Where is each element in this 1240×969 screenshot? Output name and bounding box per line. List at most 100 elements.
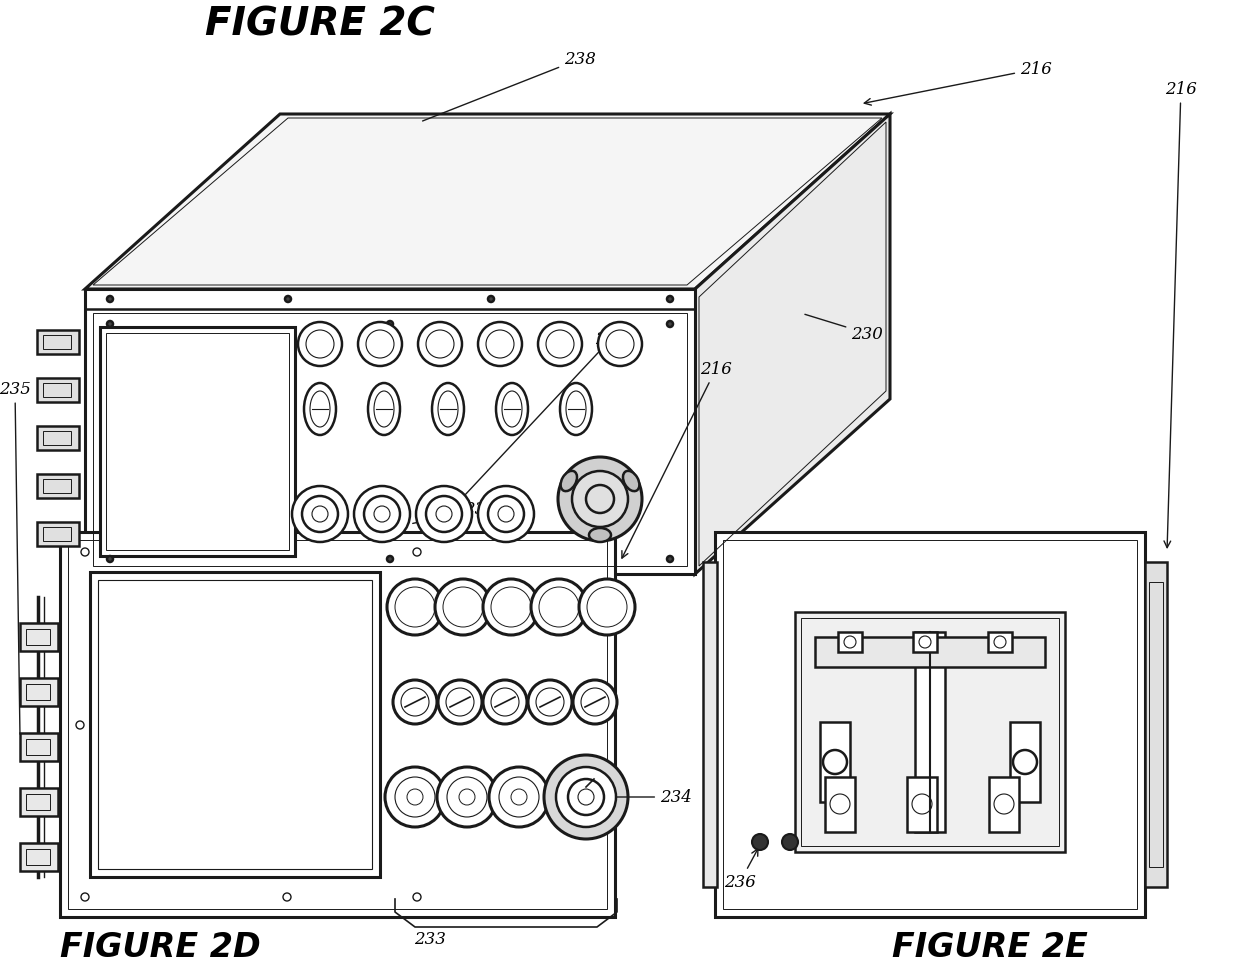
Bar <box>988 633 1012 652</box>
Polygon shape <box>86 115 890 290</box>
Circle shape <box>667 297 673 302</box>
Polygon shape <box>694 115 890 575</box>
Bar <box>913 633 937 652</box>
Text: 233: 233 <box>414 930 446 948</box>
Circle shape <box>387 556 393 562</box>
Bar <box>98 580 372 869</box>
Bar <box>37 426 79 451</box>
Circle shape <box>436 767 497 828</box>
Circle shape <box>667 322 673 328</box>
Bar <box>68 541 608 909</box>
Circle shape <box>528 680 572 724</box>
Circle shape <box>353 486 410 543</box>
Bar <box>20 678 58 706</box>
Bar <box>990 777 1019 832</box>
Circle shape <box>751 834 768 850</box>
Bar <box>37 379 79 402</box>
Circle shape <box>107 556 113 562</box>
Circle shape <box>531 579 587 636</box>
Circle shape <box>484 579 539 636</box>
Bar <box>43 480 71 493</box>
Ellipse shape <box>622 471 640 491</box>
Bar <box>703 562 717 887</box>
Bar <box>815 638 1045 668</box>
Bar <box>37 475 79 498</box>
Ellipse shape <box>560 471 577 491</box>
Bar <box>100 328 295 556</box>
Bar <box>801 618 1059 846</box>
Bar <box>915 633 945 832</box>
Circle shape <box>298 323 342 366</box>
Bar <box>825 777 856 832</box>
Text: 231: 231 <box>200 474 255 508</box>
Bar <box>26 795 50 810</box>
Bar <box>20 788 58 816</box>
Text: 238: 238 <box>423 51 596 122</box>
Bar <box>723 541 1137 909</box>
Text: 234: 234 <box>616 789 692 805</box>
Bar <box>43 335 71 350</box>
Bar <box>43 527 71 542</box>
Circle shape <box>484 680 527 724</box>
Circle shape <box>538 323 582 366</box>
Circle shape <box>415 486 472 543</box>
Bar <box>1011 722 1040 802</box>
Text: FIGURE 2C: FIGURE 2C <box>205 6 435 44</box>
Circle shape <box>477 323 522 366</box>
Circle shape <box>572 472 627 527</box>
Circle shape <box>544 755 627 839</box>
Bar <box>26 684 50 701</box>
Circle shape <box>384 767 445 828</box>
Text: 237: 237 <box>413 501 496 524</box>
Bar <box>795 612 1065 852</box>
Circle shape <box>107 297 113 302</box>
Bar <box>43 431 71 446</box>
Circle shape <box>438 680 482 724</box>
Bar <box>838 633 862 652</box>
Circle shape <box>489 767 549 828</box>
Text: 233: 233 <box>436 331 627 525</box>
Bar <box>20 623 58 651</box>
Circle shape <box>558 457 642 542</box>
Bar <box>20 843 58 871</box>
Circle shape <box>579 579 635 636</box>
Bar <box>20 734 58 762</box>
Bar <box>93 314 687 567</box>
Bar <box>105 333 289 550</box>
Bar <box>60 532 615 917</box>
Circle shape <box>393 680 436 724</box>
Bar <box>715 532 1145 917</box>
Polygon shape <box>86 290 694 575</box>
Circle shape <box>477 486 534 543</box>
Text: 230: 230 <box>805 315 883 343</box>
Circle shape <box>556 767 616 828</box>
Bar <box>26 739 50 755</box>
Text: 216: 216 <box>1164 81 1197 548</box>
Text: 216: 216 <box>864 61 1052 106</box>
Circle shape <box>387 322 393 328</box>
Text: 236: 236 <box>724 849 758 891</box>
Circle shape <box>598 323 642 366</box>
Bar <box>91 573 379 877</box>
Text: 235: 235 <box>0 381 31 735</box>
Bar <box>906 777 937 832</box>
Circle shape <box>435 579 491 636</box>
Bar <box>26 629 50 645</box>
Circle shape <box>107 322 113 328</box>
Bar <box>37 330 79 355</box>
Circle shape <box>782 834 799 850</box>
Circle shape <box>285 297 291 302</box>
Bar <box>1149 582 1163 867</box>
Circle shape <box>667 556 673 562</box>
Text: FIGURE 2D: FIGURE 2D <box>60 930 260 963</box>
Bar <box>37 522 79 547</box>
Ellipse shape <box>589 528 611 543</box>
Circle shape <box>358 323 402 366</box>
Bar <box>820 722 849 802</box>
Bar <box>43 384 71 397</box>
Bar <box>1145 562 1167 887</box>
Bar <box>26 849 50 865</box>
Text: 216: 216 <box>622 361 732 558</box>
Circle shape <box>387 579 443 636</box>
Circle shape <box>418 323 463 366</box>
